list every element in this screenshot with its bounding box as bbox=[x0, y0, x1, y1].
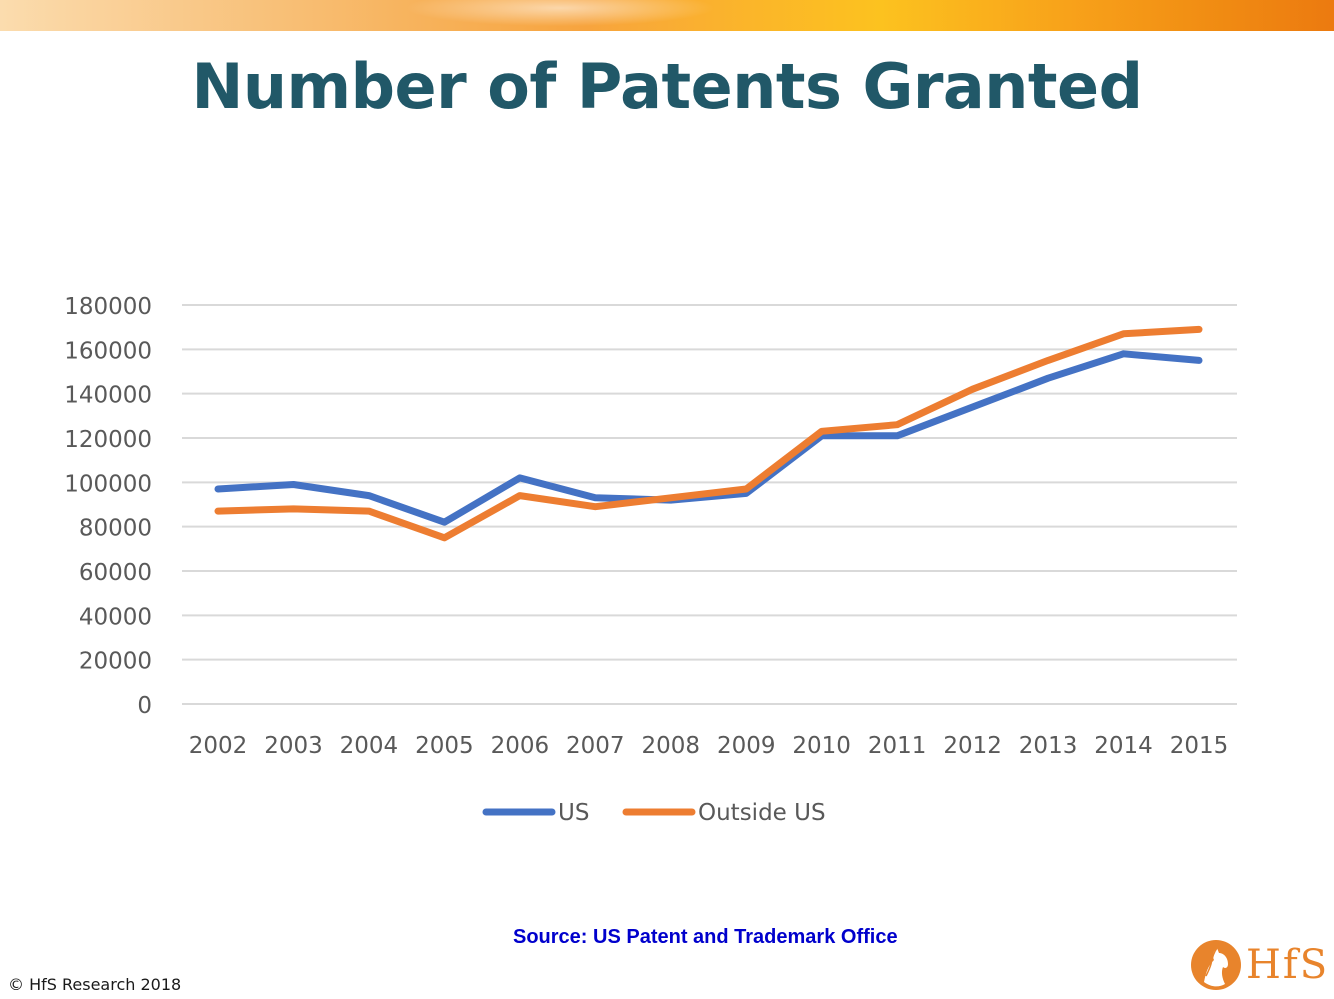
page-title: Number of Patents Granted bbox=[191, 50, 1143, 123]
y-tick-label: 0 bbox=[137, 693, 152, 719]
x-axis-ticks: 2002 2003 2004 2005 2006 2007 2008 2009 2010 2011… bbox=[189, 733, 1229, 759]
y-axis-ticks: 0 20000 40000 60000 80000 100000 120000 140000 1… bbox=[64, 294, 152, 719]
y-tick-label: 40000 bbox=[79, 604, 152, 630]
x-tick-label: 2008 bbox=[641, 733, 700, 759]
x-tick-label: 2007 bbox=[566, 733, 625, 759]
source-note: Source: US Patent and Trademark Office bbox=[513, 926, 898, 948]
x-tick-label: 2009 bbox=[717, 733, 776, 759]
x-tick-label: 2006 bbox=[491, 733, 550, 759]
series-lines bbox=[214, 325, 1203, 542]
y-tick-label: 60000 bbox=[79, 560, 152, 586]
legend-label-0: US bbox=[558, 800, 589, 826]
copyright-note: © HfS Research 2018 bbox=[8, 975, 182, 994]
patents-line-chart: 0 20000 40000 60000 80000 100000 120000 140000 1… bbox=[64, 294, 1237, 826]
series-line-outside-us bbox=[214, 325, 1203, 542]
y-tick-label: 120000 bbox=[64, 427, 152, 453]
x-tick-label: 2003 bbox=[264, 733, 323, 759]
x-tick-label: 2005 bbox=[415, 733, 474, 759]
x-tick-label: 2014 bbox=[1094, 733, 1153, 759]
x-tick-label: 2002 bbox=[189, 733, 248, 759]
y-tick-label: 160000 bbox=[64, 338, 152, 364]
y-tick-label: 140000 bbox=[64, 383, 152, 409]
hfs-logo: HfS bbox=[1190, 938, 1327, 994]
horse-head-icon bbox=[1191, 940, 1241, 990]
y-tick-label: 100000 bbox=[64, 471, 152, 497]
y-tick-label: 180000 bbox=[64, 294, 152, 320]
logo-text: HfS bbox=[1246, 942, 1330, 988]
y-tick-label: 80000 bbox=[79, 516, 152, 542]
x-tick-label: 2013 bbox=[1019, 733, 1078, 759]
x-tick-label: 2004 bbox=[340, 733, 399, 759]
legend-label-1: Outside US bbox=[698, 800, 826, 826]
grid-lines bbox=[182, 304, 1237, 705]
x-tick-label: 2011 bbox=[868, 733, 927, 759]
x-tick-label: 2015 bbox=[1170, 733, 1229, 759]
x-tick-label: 2010 bbox=[792, 733, 851, 759]
x-tick-label: 2012 bbox=[943, 733, 1002, 759]
y-tick-label: 20000 bbox=[79, 649, 152, 675]
chart-legend: US Outside US bbox=[482, 800, 826, 826]
top-banner bbox=[0, 0, 1334, 31]
